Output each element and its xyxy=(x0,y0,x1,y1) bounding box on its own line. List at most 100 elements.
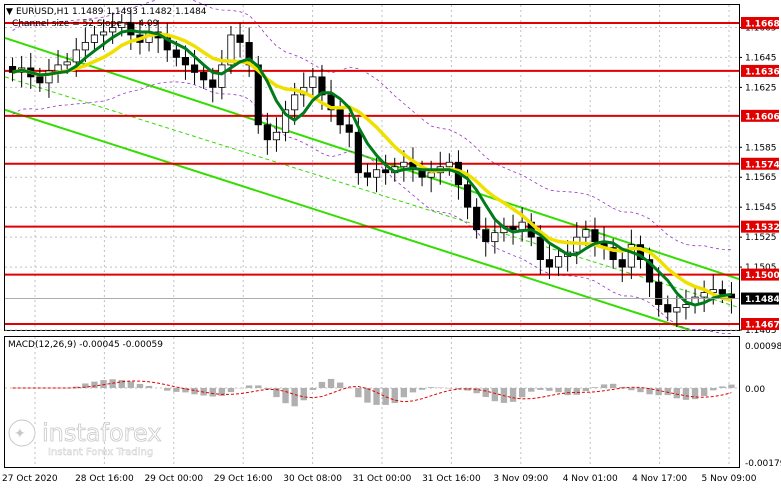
time-label: 31 Oct 16:00 xyxy=(422,474,481,484)
level-label-bg xyxy=(741,318,779,331)
candle-body xyxy=(664,304,672,313)
candle-body xyxy=(682,304,690,308)
watermark-tagline: Instant Forex Trading xyxy=(48,447,153,458)
candle-body xyxy=(363,172,372,178)
time-label: 28 Oct 16:00 xyxy=(75,474,134,484)
candle-body xyxy=(582,229,590,238)
candle-body xyxy=(327,94,335,111)
candle-body xyxy=(536,236,544,261)
watermark-brand: instaforex xyxy=(42,419,162,447)
candle-body xyxy=(509,226,517,231)
candle-body xyxy=(545,259,554,268)
macd-plot-frame xyxy=(4,336,740,468)
candle-body xyxy=(445,161,453,168)
macd-panel: 0.00098 0.00 -0.00179 xyxy=(5,342,781,469)
current-price-label: 1.1484 xyxy=(745,295,780,305)
candle-body xyxy=(318,76,326,96)
level-label: 1.1467 xyxy=(745,321,780,331)
candle-body xyxy=(591,229,599,243)
macd-axis-label: -0.00179 xyxy=(745,459,781,469)
price-tick-label: 1.1545 xyxy=(745,203,777,213)
candle-body xyxy=(63,61,71,66)
level-label-bg xyxy=(741,268,779,281)
candle-body xyxy=(236,34,244,43)
candle-body xyxy=(645,259,654,283)
candle-body xyxy=(382,169,390,174)
channel-upper xyxy=(4,36,740,281)
candle-body xyxy=(609,247,617,261)
ma-slow-line xyxy=(12,32,732,302)
candle-body xyxy=(463,184,472,208)
candle-body xyxy=(291,94,299,111)
level-label-bg xyxy=(741,109,779,122)
level-labels: 1.1668 1.1636 1.1606 1.1574 1.1532 1.1500 1.14… xyxy=(741,16,780,331)
time-label: 29 Oct 16:00 xyxy=(214,474,273,484)
price-tick-label: 1.1585 xyxy=(745,143,777,153)
level-label: 1.1574 xyxy=(745,160,780,170)
time-axis: 27 Oct 2020 28 Oct 16:00 29 Oct 00:00 29 Oc… xyxy=(2,474,757,484)
candle-body xyxy=(427,172,435,178)
time-label: 31 Oct 00:00 xyxy=(353,474,412,484)
price-tick-label: 1.1525 xyxy=(745,233,777,243)
candle-body xyxy=(272,131,281,141)
macd-label: MACD(12,26,9) -0.00045 -0.00059 xyxy=(8,340,163,350)
candle-body xyxy=(118,22,126,28)
candle-body xyxy=(482,229,490,243)
candle-body xyxy=(554,256,563,268)
candle-body xyxy=(181,57,190,66)
symbol-ohlc-header: EURUSD,H1 1.1489 1.1493 1.1482 1.1484 xyxy=(16,7,207,17)
candle-body xyxy=(209,79,217,88)
time-label: 4 Nov 17:00 xyxy=(632,474,687,484)
candle-body xyxy=(127,22,135,36)
candle-body xyxy=(354,131,362,174)
candle-body xyxy=(227,34,235,66)
candle-body xyxy=(72,49,80,63)
candle-body xyxy=(81,42,89,51)
candle-body xyxy=(263,124,271,141)
candle-body xyxy=(400,161,408,168)
level-label-bg xyxy=(741,16,779,29)
svg-text:✦: ✦ xyxy=(14,426,26,442)
level-label: 1.1668 xyxy=(745,19,780,29)
candle-body xyxy=(345,124,353,133)
macd-signal-line xyxy=(12,380,732,403)
candle-body xyxy=(491,232,499,243)
macd-axis-label: 0.00098 xyxy=(745,342,781,352)
channel-info: Channel size = 52 Slope = -4.09 xyxy=(12,19,159,29)
candle-body xyxy=(627,244,635,268)
macd-axis-label: 0.00 xyxy=(745,385,765,395)
level-label: 1.1636 xyxy=(745,67,780,77)
candle-body xyxy=(309,76,317,88)
candle-body xyxy=(336,109,344,126)
price-tick-label: 1.1565 xyxy=(745,173,777,183)
candle-body xyxy=(473,206,481,231)
candle-body xyxy=(655,281,663,305)
candle-body xyxy=(281,109,290,133)
level-label: 1.1500 xyxy=(745,271,780,281)
candle-body xyxy=(518,221,526,231)
level-label-bg xyxy=(741,157,779,170)
bollinger-bands xyxy=(12,0,732,334)
bollinger-upper xyxy=(12,0,732,251)
candle-body xyxy=(109,27,117,33)
candle-body xyxy=(636,244,645,261)
candle-body xyxy=(190,64,199,73)
candle-body xyxy=(8,66,17,73)
moving-averages xyxy=(12,28,732,307)
candle-body xyxy=(618,259,626,268)
level-label: 1.1606 xyxy=(745,112,780,122)
time-label: 30 Oct 08:00 xyxy=(283,474,342,484)
candle-body xyxy=(99,31,108,36)
time-label: 29 Oct 00:00 xyxy=(144,474,203,484)
chart-dropdown-icon[interactable]: ▼ xyxy=(6,7,13,17)
candle-body xyxy=(172,49,180,58)
candle-body xyxy=(200,71,208,81)
candle-body xyxy=(45,70,53,84)
candle-body xyxy=(718,289,726,295)
main-plot-frame xyxy=(4,4,740,331)
level-label: 1.1532 xyxy=(745,223,780,233)
candle-body xyxy=(90,34,99,43)
time-label: 27 Oct 2020 xyxy=(2,474,58,484)
bollinger-lower xyxy=(12,81,732,334)
